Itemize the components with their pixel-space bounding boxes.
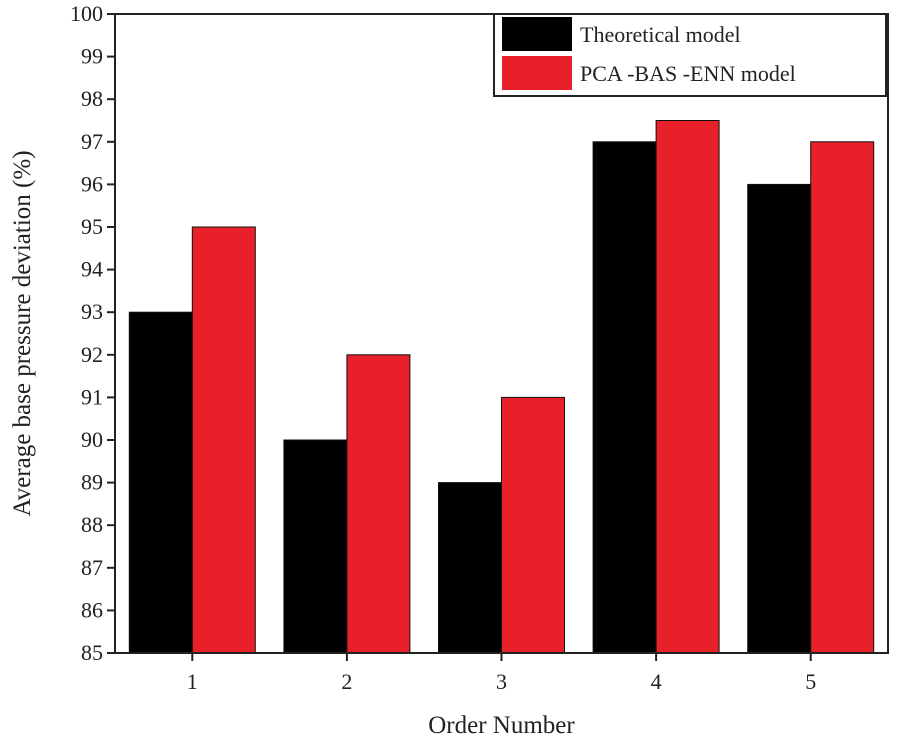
- y-tick-label: 88: [81, 512, 103, 537]
- x-tick-label: 5: [805, 669, 816, 694]
- legend-label-theoretical: Theoretical model: [580, 22, 741, 47]
- y-tick-label: 95: [81, 214, 103, 239]
- x-axis-ticks: 1 2 3 4 5: [187, 653, 816, 694]
- bar-theoretical-4: [592, 141, 657, 654]
- y-tick-label: 87: [81, 555, 103, 580]
- y-tick-label: 98: [81, 86, 103, 111]
- legend-label-pca-bas-enn: PCA -BAS -ENN model: [580, 61, 796, 86]
- y-tick-label: 100: [70, 1, 103, 26]
- x-tick-label: 3: [496, 669, 507, 694]
- legend: Theoretical model PCA -BAS -ENN model: [493, 13, 887, 97]
- y-tick-label: 91: [81, 384, 103, 409]
- x-tick-label: 2: [341, 669, 352, 694]
- y-tick-label: 92: [81, 342, 103, 367]
- bar-pca-bas-enn-1: [191, 226, 256, 654]
- legend-swatch-theoretical: [502, 17, 572, 51]
- bar-theoretical-5: [747, 183, 812, 654]
- y-tick-label: 85: [81, 640, 103, 665]
- legend-swatch-pca-bas-enn: [502, 56, 572, 90]
- y-tick-label: 97: [81, 129, 103, 154]
- x-tick-label: 4: [651, 669, 662, 694]
- y-axis-title: Average base pressure deviation (%): [9, 150, 36, 516]
- bars-group: [128, 120, 875, 654]
- y-tick-label: 89: [81, 470, 103, 495]
- y-tick-label: 86: [81, 597, 103, 622]
- bar-theoretical-2: [283, 439, 348, 654]
- bar-theoretical-1: [128, 311, 193, 654]
- x-tick-label: 1: [187, 669, 198, 694]
- y-axis-ticks: 85 86 87 88 89 90 91 92 93 94 95 96 97 98 99 100: [70, 1, 115, 665]
- y-tick-label: 96: [81, 171, 103, 196]
- bar-theoretical-3: [438, 482, 502, 654]
- y-tick-label: 94: [81, 257, 103, 282]
- y-tick-label: 93: [81, 299, 103, 324]
- bar-pca-bas-enn-4: [655, 120, 720, 654]
- bar-pca-bas-enn-5: [810, 141, 875, 654]
- bar-pca-bas-enn-3: [501, 396, 565, 654]
- y-tick-label: 90: [81, 427, 103, 452]
- bar-pca-bas-enn-2: [346, 354, 411, 654]
- x-axis-title: Order Number: [428, 712, 575, 739]
- y-tick-label: 99: [81, 44, 103, 69]
